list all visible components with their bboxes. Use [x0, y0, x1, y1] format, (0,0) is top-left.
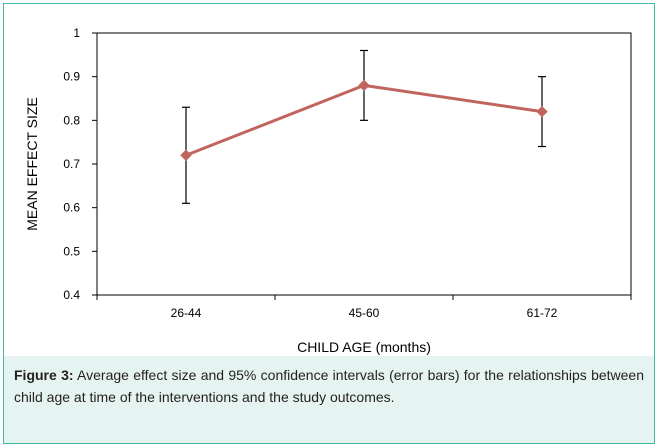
- data-point-marker: [180, 149, 192, 161]
- y-tick-label: 0.5: [63, 244, 80, 258]
- y-tick-label: 0.8: [63, 113, 80, 127]
- data-point-marker: [536, 105, 548, 118]
- caption-box: [4, 356, 654, 443]
- y-axis: 0.4 0.5 0.6 0.7 0.8 0.9 1: [63, 26, 97, 302]
- caption-text: Average effect size and 95% confidence i…: [14, 367, 644, 405]
- data-point-marker: [358, 79, 370, 92]
- figure-caption: Figure 3: Average effect size and 95% co…: [14, 364, 644, 408]
- line-chart: 0.4 0.5 0.6 0.7 0.8 0.9 1 26-44 45-60 61-72 CHIL…: [24, 26, 632, 355]
- y-tick-label: 0.9: [63, 70, 80, 84]
- y-axis-title: MEAN EFFECT SIZE: [24, 97, 40, 231]
- y-tick-label: 0.7: [63, 157, 80, 171]
- y-tick-label: 1: [73, 26, 80, 40]
- x-tick-label: 26-44: [171, 306, 202, 320]
- y-tick-label: 0.6: [63, 201, 80, 215]
- x-tick-label: 61-72: [527, 306, 558, 320]
- y-tick-label: 0.4: [63, 288, 80, 302]
- series-line-group: [180, 79, 548, 161]
- x-axis-title: CHILD AGE (months): [297, 339, 431, 355]
- x-axis: 26-44 45-60 61-72: [96, 295, 632, 320]
- caption-label: Figure 3:: [14, 367, 74, 383]
- x-tick-label: 45-60: [349, 306, 380, 320]
